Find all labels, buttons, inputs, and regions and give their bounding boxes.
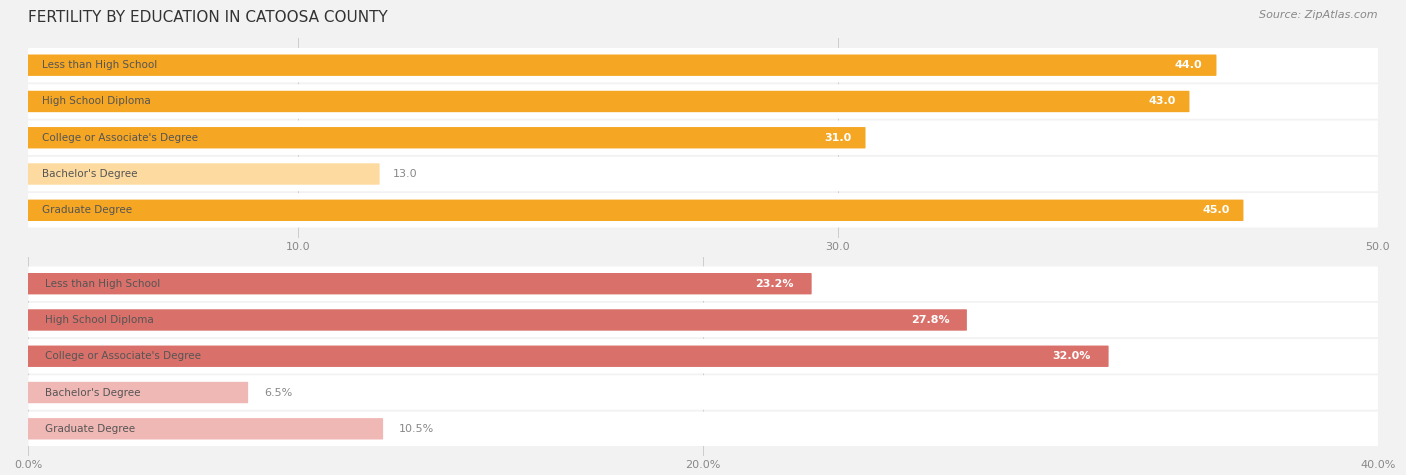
FancyBboxPatch shape	[28, 157, 1378, 191]
Text: College or Associate's Degree: College or Associate's Degree	[45, 351, 201, 361]
Text: High School Diploma: High School Diploma	[45, 315, 153, 325]
FancyBboxPatch shape	[28, 418, 382, 439]
FancyBboxPatch shape	[28, 193, 1378, 228]
Text: 31.0: 31.0	[824, 133, 852, 143]
FancyBboxPatch shape	[28, 375, 1378, 410]
FancyBboxPatch shape	[28, 84, 1378, 119]
Text: 23.2%: 23.2%	[755, 279, 794, 289]
FancyBboxPatch shape	[28, 91, 1189, 112]
FancyBboxPatch shape	[28, 55, 1216, 76]
Text: High School Diploma: High School Diploma	[42, 96, 150, 106]
Text: Bachelor's Degree: Bachelor's Degree	[42, 169, 138, 179]
Text: Graduate Degree: Graduate Degree	[45, 424, 135, 434]
Text: Less than High School: Less than High School	[45, 279, 160, 289]
Text: 44.0: 44.0	[1175, 60, 1202, 70]
FancyBboxPatch shape	[28, 48, 1378, 83]
FancyBboxPatch shape	[28, 127, 866, 149]
Text: Less than High School: Less than High School	[42, 60, 157, 70]
FancyBboxPatch shape	[28, 411, 1378, 446]
FancyBboxPatch shape	[28, 163, 380, 185]
FancyBboxPatch shape	[28, 121, 1378, 155]
Text: 43.0: 43.0	[1149, 96, 1175, 106]
Text: College or Associate's Degree: College or Associate's Degree	[42, 133, 198, 143]
FancyBboxPatch shape	[28, 273, 811, 294]
Text: Bachelor's Degree: Bachelor's Degree	[45, 388, 141, 398]
Text: Source: ZipAtlas.com: Source: ZipAtlas.com	[1260, 10, 1378, 19]
Text: 45.0: 45.0	[1202, 205, 1229, 215]
FancyBboxPatch shape	[28, 309, 967, 331]
Text: 6.5%: 6.5%	[264, 388, 292, 398]
FancyBboxPatch shape	[28, 382, 247, 403]
Text: 32.0%: 32.0%	[1053, 351, 1091, 361]
FancyBboxPatch shape	[28, 200, 1243, 221]
Text: FERTILITY BY EDUCATION IN CATOOSA COUNTY: FERTILITY BY EDUCATION IN CATOOSA COUNTY	[28, 10, 388, 25]
FancyBboxPatch shape	[28, 266, 1378, 301]
Text: 13.0: 13.0	[392, 169, 418, 179]
Text: Graduate Degree: Graduate Degree	[42, 205, 132, 215]
FancyBboxPatch shape	[28, 339, 1378, 373]
FancyBboxPatch shape	[28, 303, 1378, 337]
Text: 10.5%: 10.5%	[399, 424, 434, 434]
FancyBboxPatch shape	[28, 345, 1108, 367]
Text: 27.8%: 27.8%	[911, 315, 949, 325]
